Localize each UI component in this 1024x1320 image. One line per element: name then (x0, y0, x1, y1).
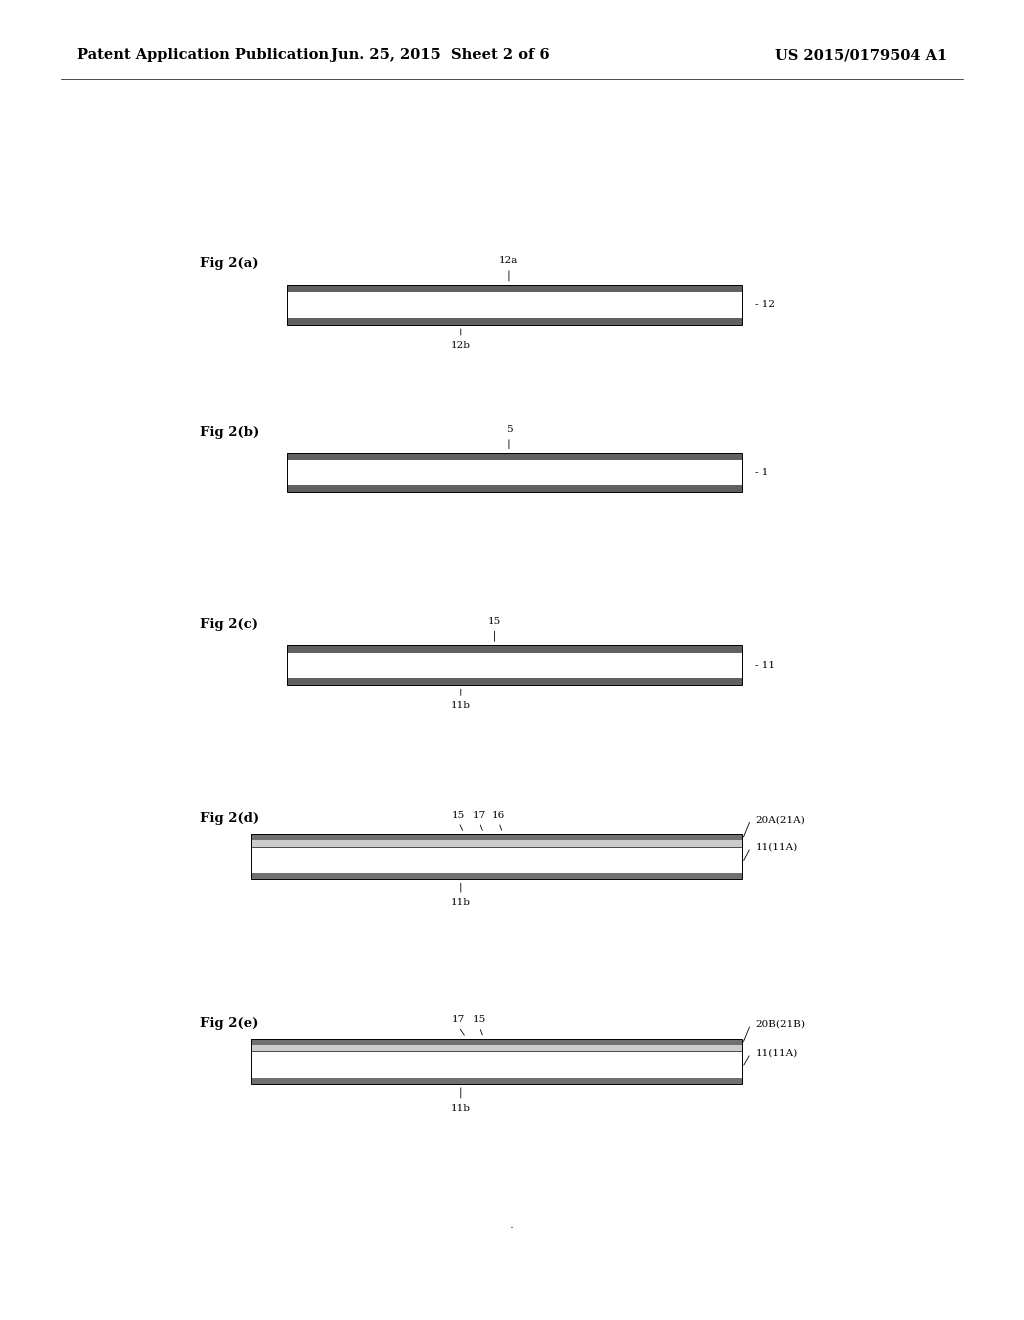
Text: 11(11A): 11(11A) (756, 1049, 798, 1057)
Text: Patent Application Publication: Patent Application Publication (77, 49, 329, 62)
Bar (287, 645, 742, 685)
Text: - 1: - 1 (755, 469, 768, 477)
Bar (287, 645, 742, 685)
Text: 5: 5 (506, 425, 512, 434)
Text: 15: 15 (453, 810, 465, 820)
Bar (251, 874, 742, 879)
Bar (287, 285, 742, 325)
Text: 11b: 11b (451, 1104, 471, 1113)
Text: - 12: - 12 (755, 301, 775, 309)
Text: - 11: - 11 (755, 661, 775, 669)
Bar (287, 645, 742, 652)
Text: 20A(21A): 20A(21A) (756, 816, 806, 824)
Text: Fig 2(b): Fig 2(b) (200, 426, 259, 440)
Bar (251, 1039, 742, 1052)
Text: Jun. 25, 2015  Sheet 2 of 6: Jun. 25, 2015 Sheet 2 of 6 (331, 49, 550, 62)
Bar (287, 318, 742, 325)
Bar (287, 678, 742, 685)
Bar (287, 453, 742, 459)
Bar (251, 834, 742, 840)
Bar (251, 1039, 742, 1044)
Bar (287, 285, 742, 325)
Bar (251, 1039, 742, 1084)
Text: Fig 2(c): Fig 2(c) (200, 618, 258, 631)
Bar (287, 453, 742, 492)
Bar (251, 847, 742, 879)
Text: Fig 2(d): Fig 2(d) (200, 812, 259, 825)
Bar (251, 834, 742, 847)
Text: 11b: 11b (451, 701, 471, 710)
Text: 17: 17 (473, 810, 485, 820)
Text: 16: 16 (493, 810, 505, 820)
Bar (251, 1052, 742, 1084)
Text: 20B(21B): 20B(21B) (756, 1020, 806, 1028)
Text: Fig 2(a): Fig 2(a) (200, 257, 258, 271)
Text: 15: 15 (488, 616, 501, 626)
Text: 11(11A): 11(11A) (756, 843, 798, 851)
Text: .: . (510, 1218, 514, 1232)
Text: 17: 17 (453, 1015, 465, 1024)
Bar (287, 486, 742, 492)
Text: 11b: 11b (451, 898, 471, 907)
Text: 15: 15 (473, 1015, 485, 1024)
Text: Fig 2(e): Fig 2(e) (200, 1016, 258, 1030)
Text: US 2015/0179504 A1: US 2015/0179504 A1 (775, 49, 947, 62)
Bar (251, 834, 742, 879)
Bar (287, 285, 742, 292)
Bar (251, 1078, 742, 1084)
Bar (287, 453, 742, 492)
Text: 12b: 12b (451, 341, 471, 350)
Text: 12a: 12a (500, 256, 518, 265)
